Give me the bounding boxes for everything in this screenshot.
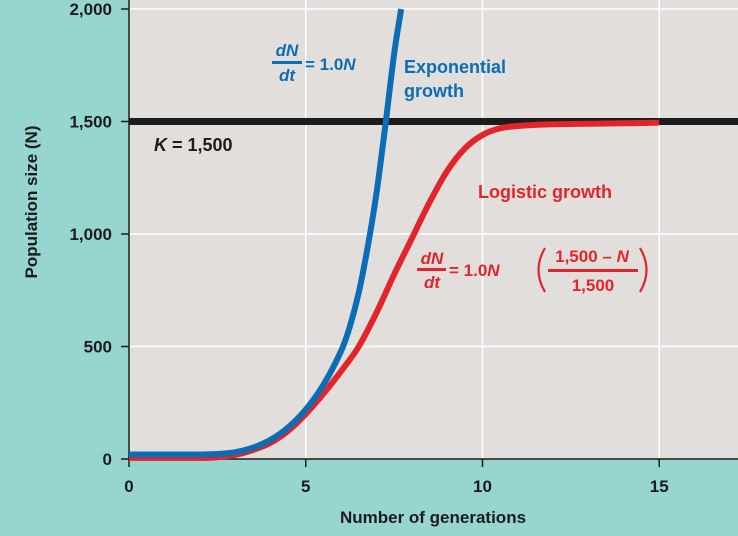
k-label: K = 1,500	[154, 135, 233, 155]
exponential-label-line1: Exponential	[404, 57, 506, 77]
x-axis-label: Number of generations	[340, 508, 526, 527]
log-eq-right-paren	[639, 247, 648, 293]
y-tick-label: 0	[103, 450, 112, 469]
log-eq-inner-denominator: 1,500	[572, 276, 615, 295]
x-tick-label: 15	[650, 477, 669, 496]
axes: 0 5 10 15 0 500 1,000 1,500 2,000	[69, 0, 738, 496]
exp-eq-denominator: dt	[279, 66, 296, 85]
exp-eq-numerator: dN	[276, 41, 299, 60]
log-eq-left-paren	[537, 247, 546, 293]
logistic-label: Logistic growth	[478, 182, 612, 202]
y-tick-label: 500	[84, 338, 112, 357]
log-eq-inner-fraction-bar	[548, 269, 638, 272]
series-group	[128, 8, 738, 461]
logistic-equation: dN dt = 1.0N 1,500 – N 1,500	[417, 247, 648, 295]
exponential-growth-line	[128, 8, 405, 458]
log-eq-numerator: dN	[421, 249, 444, 268]
log-eq-fraction-bar	[417, 268, 446, 271]
y-tick-label: 1,500	[69, 113, 112, 132]
y-axis-label: Population size (N)	[22, 126, 41, 279]
exponential-label-line2: growth	[404, 81, 464, 101]
y-tick-label: 1,000	[69, 225, 112, 244]
x-tick-label: 10	[473, 477, 492, 496]
log-eq-rhs: = 1.0N	[449, 261, 500, 280]
exponential-equation: dN dt = 1.0N	[272, 41, 356, 85]
log-eq-inner-numerator: 1,500 – N	[555, 247, 629, 266]
exp-eq-fraction-bar	[272, 61, 302, 64]
x-tick-label: 0	[124, 477, 133, 496]
plot-area	[129, 0, 738, 459]
exp-eq-rhs: = 1.0N	[305, 55, 356, 74]
x-tick-label: 5	[301, 477, 310, 496]
log-eq-denominator: dt	[424, 273, 441, 292]
y-tick-label: 2,000	[69, 0, 112, 19]
